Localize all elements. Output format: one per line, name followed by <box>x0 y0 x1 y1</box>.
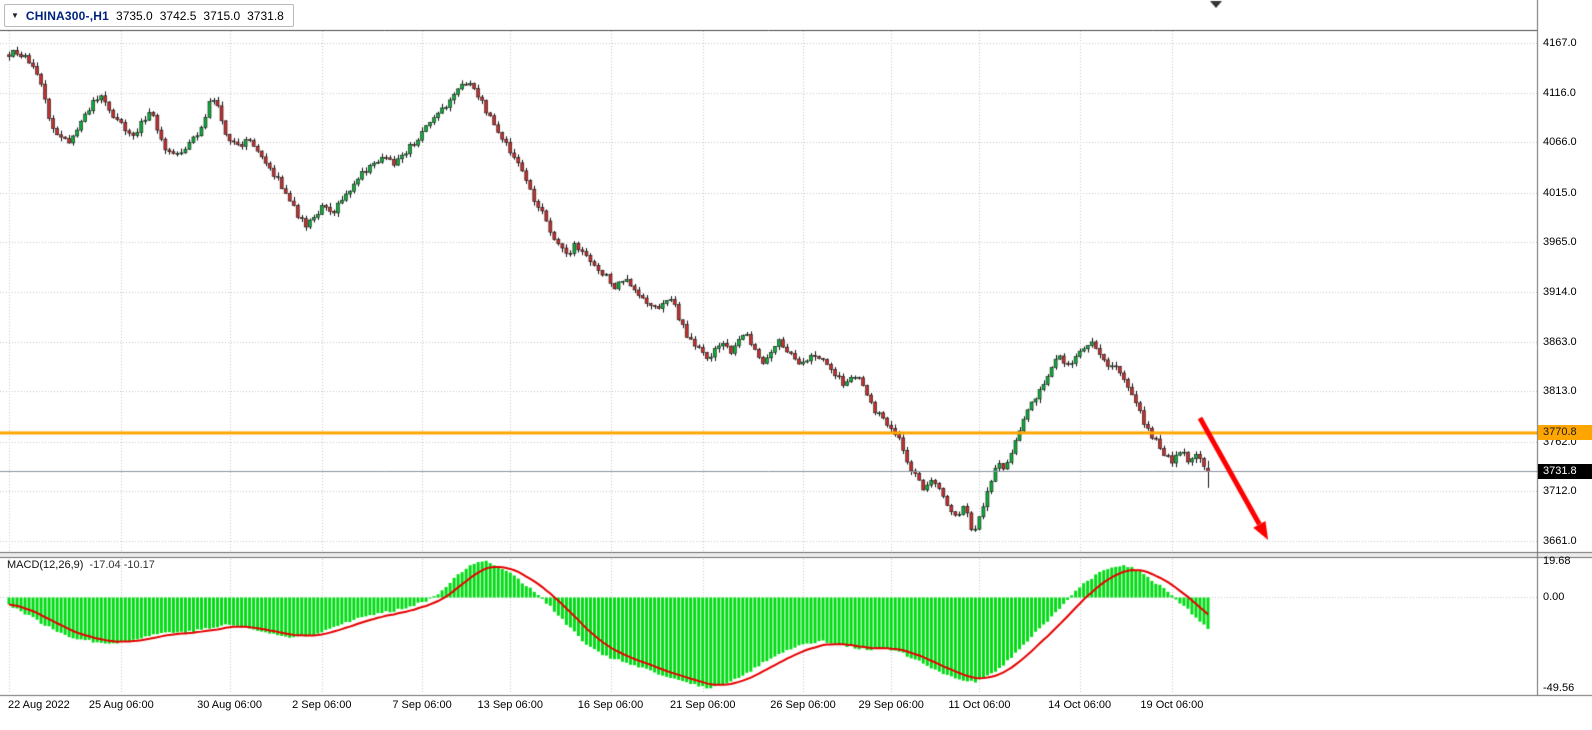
macd-tick-label: 0.00 <box>1543 591 1565 603</box>
time-tick-label: 2 Sep 06:00 <box>292 699 352 711</box>
symbol-dropdown-icon[interactable]: ▼ <box>11 11 19 20</box>
time-tick-label: 29 Sep 06:00 <box>858 699 924 711</box>
macd-value: -17.04 <box>89 559 121 571</box>
ohlc-low: 3715.0 <box>203 8 241 23</box>
time-axis[interactable]: 22 Aug 2022 25 Aug 06:00 30 Aug 06:00 2 Sep… <box>0 696 1592 730</box>
ohlc-high: 3742.5 <box>159 8 197 23</box>
price-tick-label: 3965.0 <box>1543 235 1577 248</box>
time-tick-label: 7 Sep 06:00 <box>392 699 452 711</box>
current-price-badge: 3731.8 <box>1538 463 1592 479</box>
price-tick-label: 4015.0 <box>1543 186 1577 199</box>
time-tick-label: 11 Oct 06:00 <box>948 699 1011 711</box>
time-tick-label: 25 Aug 06:00 <box>88 699 154 711</box>
price-tick-label: 3712.0 <box>1543 484 1577 497</box>
time-tick-label: 21 Sep 06:00 <box>670 699 736 711</box>
macd-tick-label: -49.56 <box>1543 682 1575 694</box>
horizontal-line-price-badge: 3770.8 <box>1538 425 1592 441</box>
macd-signal-value: -10.17 <box>123 559 155 571</box>
price-tick-label: 4116.0 <box>1543 87 1576 100</box>
price-tick-label: 4167.0 <box>1543 37 1577 49</box>
time-tick-label: 16 Sep 06:00 <box>577 699 644 711</box>
time-tick-label: 22 Aug 2022 <box>8 699 70 711</box>
time-tick-label: 14 Oct 06:00 <box>1048 699 1112 711</box>
price-tick-label: 3813.0 <box>1543 385 1577 398</box>
time-tick-label: 26 Sep 06:00 <box>770 699 836 711</box>
price-tick-label: 3914.0 <box>1543 286 1577 298</box>
time-tick-label: 30 Aug 06:00 <box>197 699 262 711</box>
ohlc-close: 3731.8 <box>247 8 284 23</box>
price-tick-label: 3863.0 <box>1543 336 1577 349</box>
macd-indicator-header: MACD(12,26,9) -17.04 -10.17 <box>7 559 155 571</box>
price-tick-label: 3661.0 <box>1543 535 1577 547</box>
symbol-ohlc-box[interactable]: ▼ CHINA300-,H1 3735.0 3742.5 3715.0 3731… <box>4 4 294 27</box>
time-tick-label: 19 Oct 06:00 <box>1140 699 1204 711</box>
ohlc-open: 3735.0 <box>116 8 153 23</box>
symbol-label: CHINA300-,H1 <box>25 8 110 23</box>
macd-indicator-label: MACD(12,26,9) <box>7 559 84 571</box>
macd-tick-label: 19.68 <box>1543 554 1571 567</box>
time-tick-label: 13 Sep 06:00 <box>477 699 543 711</box>
price-tick-label: 4066.0 <box>1543 136 1577 149</box>
